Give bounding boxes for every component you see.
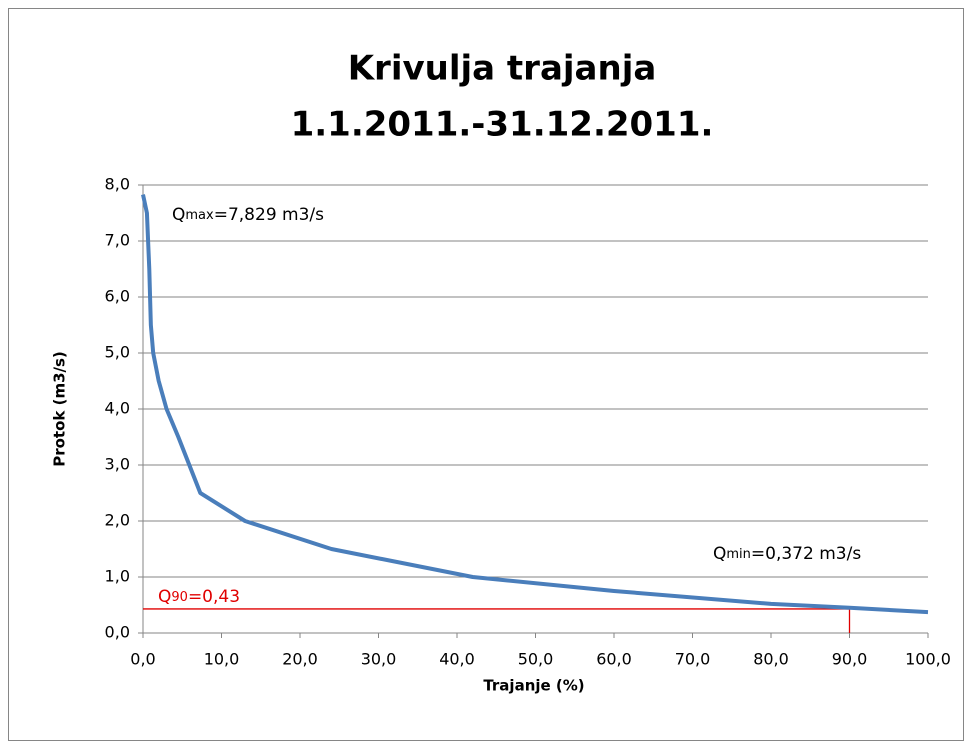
- y-tick-label: 6,0: [105, 287, 130, 306]
- annotation-part: max: [185, 208, 214, 223]
- y-tick-label: 1,0: [105, 567, 130, 586]
- x-axis-label: Trajanje (%): [483, 677, 584, 695]
- annotation-part: =0,43: [188, 587, 240, 607]
- x-tick-label: 100,0: [905, 650, 951, 669]
- y-tick-label: 4,0: [105, 399, 130, 418]
- annotation: Q90=0,43: [158, 587, 240, 607]
- y-tick-label: 7,0: [105, 231, 130, 250]
- annotation-part: min: [726, 547, 751, 562]
- annotation: Qmax=7,829 m3/s: [172, 205, 324, 225]
- y-axis-label: Protok (m3/s): [51, 351, 69, 467]
- x-tick-label: 40,0: [439, 650, 475, 669]
- chart-title: Krivulja trajanja: [348, 49, 657, 89]
- x-tick-label: 10,0: [204, 650, 240, 669]
- x-tick-label: 90,0: [832, 650, 868, 669]
- annotation-part: =7,829 m3/s: [214, 205, 324, 225]
- annotation-part: =0,372 m3/s: [751, 544, 861, 564]
- annotation-part: 90: [171, 590, 188, 605]
- annotation-part: Q: [713, 544, 726, 564]
- x-tick-label: 80,0: [753, 650, 789, 669]
- x-tick-label: 0,0: [130, 650, 155, 669]
- y-tick-label: 5,0: [105, 343, 130, 362]
- y-tick-label: 2,0: [105, 511, 130, 530]
- x-tick-label: 60,0: [596, 650, 632, 669]
- x-tick-label: 70,0: [675, 650, 711, 669]
- y-tick-label: 8,0: [105, 175, 130, 194]
- chart-border: [8, 8, 964, 741]
- x-tick-label: 30,0: [361, 650, 397, 669]
- x-tick-label: 50,0: [518, 650, 554, 669]
- line-series: [141, 194, 929, 615]
- annotation-part: Q: [158, 587, 171, 607]
- annotation: Qmin=0,372 m3/s: [713, 544, 861, 564]
- annotation-part: Q: [172, 205, 185, 225]
- y-tick-label: 0,0: [105, 623, 130, 642]
- chart-title: 1.1.2011.-31.12.2011.: [291, 105, 714, 145]
- x-tick-label: 20,0: [282, 650, 318, 669]
- y-tick-label: 3,0: [105, 455, 130, 474]
